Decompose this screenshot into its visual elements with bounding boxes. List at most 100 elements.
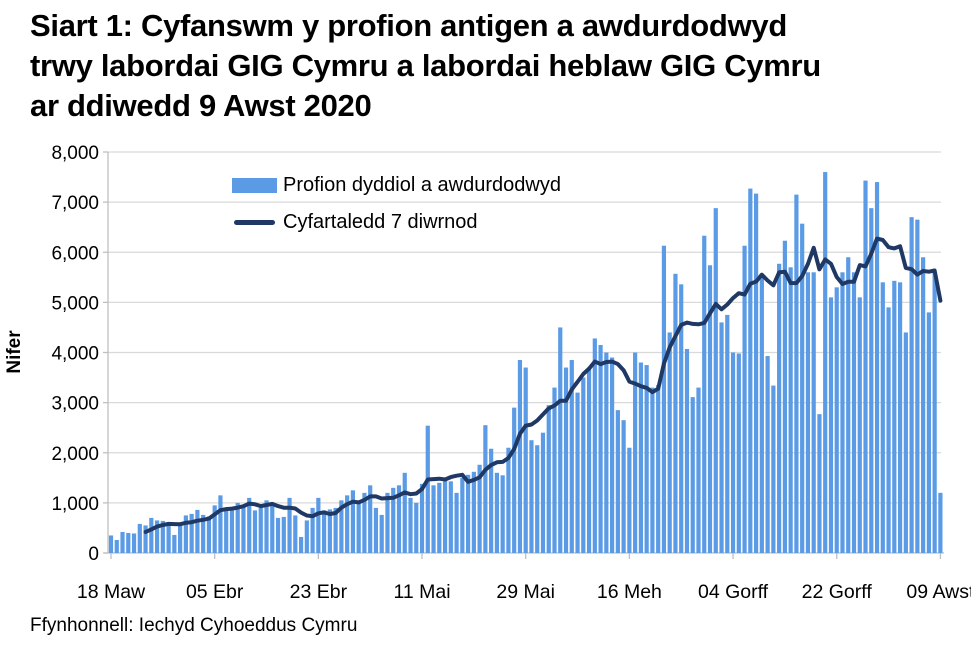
bar [517, 360, 523, 553]
bar [108, 535, 114, 553]
x-tick-label: 11 Mai [393, 581, 450, 603]
bar [926, 312, 931, 553]
bar [466, 474, 471, 553]
bar [224, 507, 229, 553]
bar [546, 405, 551, 553]
bar [661, 245, 667, 554]
bar [834, 287, 839, 553]
bar [212, 505, 217, 553]
bar [402, 472, 407, 553]
bar [454, 492, 459, 553]
bar [615, 410, 620, 553]
bar [679, 284, 684, 553]
bar [368, 485, 373, 553]
bar [252, 510, 258, 553]
bar [333, 507, 338, 553]
y-tick-label: 0 [88, 544, 99, 565]
bar [673, 273, 678, 553]
bar [690, 397, 695, 553]
bar [206, 516, 212, 553]
bar [725, 314, 730, 553]
y-tick-label: 8,000 [51, 143, 99, 164]
bar [178, 524, 183, 553]
bar-series-swatch [232, 177, 277, 193]
bar [120, 531, 125, 553]
bar [287, 497, 292, 553]
bar [241, 505, 246, 553]
bar [183, 515, 188, 553]
bar [586, 367, 592, 553]
bar [598, 344, 603, 553]
bar [730, 352, 736, 553]
bar [166, 524, 171, 553]
x-tick-label: 05 Ebr [186, 581, 244, 603]
bar [149, 517, 154, 553]
bar [777, 263, 782, 553]
bar [500, 475, 505, 553]
bar [650, 387, 655, 553]
bar [840, 272, 845, 553]
line-series-swatch [234, 219, 275, 225]
bar [748, 188, 753, 553]
bar [143, 525, 148, 553]
bar [857, 297, 862, 553]
bar [823, 172, 828, 554]
bar [736, 353, 741, 553]
bar [702, 235, 707, 553]
bar [921, 257, 926, 553]
bar [431, 485, 436, 553]
bar [437, 482, 442, 553]
bar [218, 495, 223, 553]
bar [114, 539, 119, 553]
bar [552, 387, 557, 553]
y-tick-label: 3,000 [51, 394, 99, 415]
bar [851, 272, 857, 553]
y-tick-label: 2,000 [51, 444, 99, 465]
average-line [143, 236, 943, 534]
bar [201, 514, 206, 553]
bar [684, 348, 690, 553]
bar [765, 356, 770, 553]
bar [448, 481, 453, 553]
bar [350, 490, 356, 553]
bar [846, 257, 851, 553]
bar [264, 500, 269, 553]
bar [540, 432, 546, 553]
chart-title-line: Siart 1: Cyfanswm y profion antigen a aw… [30, 8, 787, 43]
bar [137, 523, 142, 553]
bar [644, 365, 649, 553]
bar [782, 240, 787, 553]
x-tick-label: 23 Ebr [290, 581, 348, 603]
bar [471, 471, 476, 553]
bar [903, 332, 908, 553]
bar [874, 182, 880, 553]
bar [753, 193, 759, 553]
bar [938, 492, 943, 553]
y-tick-label: 7,000 [51, 193, 99, 214]
bar [327, 509, 332, 553]
bar [298, 536, 304, 553]
bar [719, 322, 724, 553]
bar [592, 338, 597, 553]
bar [558, 327, 563, 553]
bar [494, 472, 499, 553]
bar [869, 208, 874, 553]
bar [391, 487, 396, 553]
x-tick-label: 16 Meh [597, 581, 662, 603]
bar [696, 387, 701, 553]
legend-bars-label: Profion dyddiol a awdurdodwyd [283, 173, 561, 196]
bar [886, 307, 891, 553]
bar [610, 357, 615, 553]
bar [356, 502, 361, 554]
bar [575, 392, 580, 553]
bar [563, 367, 569, 553]
bar [316, 497, 321, 553]
bar [195, 509, 200, 553]
bar [880, 282, 885, 553]
bar [408, 497, 413, 553]
bar [235, 502, 240, 554]
bar [932, 272, 937, 553]
legend-line-label: Cyfartaledd 7 diwrnod [283, 210, 478, 233]
